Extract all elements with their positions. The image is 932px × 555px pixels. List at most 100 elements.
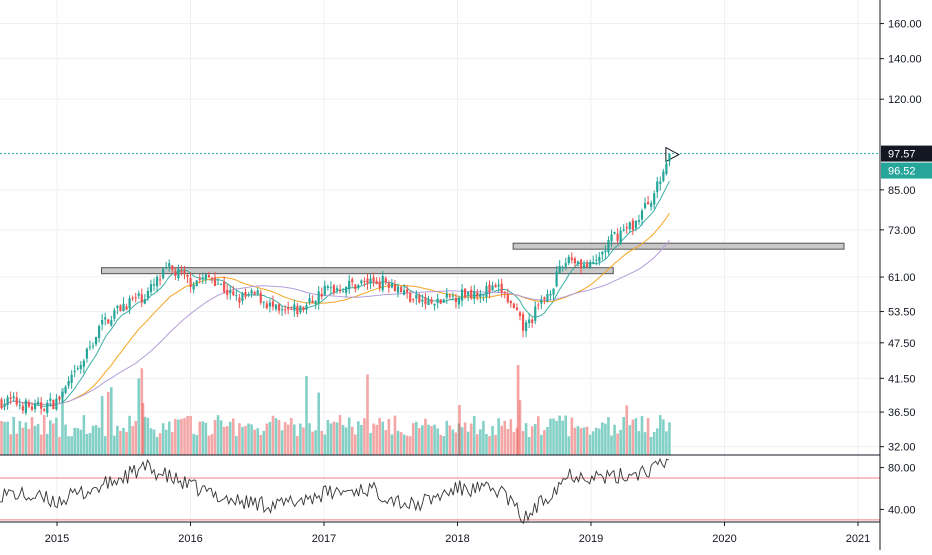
volume-bar (49, 420, 52, 455)
volume-bar (530, 426, 534, 455)
volume-bar (344, 427, 348, 455)
candle-body (640, 210, 644, 220)
candle-body (61, 391, 64, 398)
candle-body (418, 295, 421, 303)
volume-bar (244, 426, 247, 455)
volume-bar (601, 422, 604, 455)
volume-bar (628, 425, 632, 455)
volume-bar (6, 421, 9, 455)
candle-body (256, 290, 259, 294)
candle-body (372, 277, 375, 283)
candle-body (305, 305, 308, 310)
candle-body (448, 295, 451, 297)
candle-body (415, 294, 418, 299)
candle-body (619, 230, 622, 244)
volume-bar (439, 434, 442, 455)
volume-bar (494, 434, 497, 455)
candle-body (549, 294, 552, 296)
candle-body (119, 305, 122, 312)
level-rectangle[interactable] (512, 242, 845, 250)
volume-bar (448, 425, 452, 455)
candle-body (528, 319, 531, 324)
volume-bar (268, 421, 272, 455)
candle-body (247, 294, 250, 296)
volume-bar (436, 428, 439, 455)
volume-bar (116, 425, 119, 455)
volume-bars (0, 365, 671, 455)
volume-bar (171, 432, 174, 455)
price-tick-label: 120.00 (888, 94, 922, 106)
candle-body (348, 280, 351, 290)
candle-body (296, 305, 299, 315)
candle-body (107, 319, 110, 324)
volume-bar (341, 425, 345, 455)
candle-body (268, 302, 271, 307)
ma-mid-line (1, 213, 670, 409)
candlesticks (0, 153, 671, 417)
horizontal-levels[interactable] (101, 242, 845, 275)
candle-body (12, 396, 15, 399)
pointer-triangle (665, 146, 680, 163)
candle-body (427, 299, 430, 305)
candle-body (531, 319, 534, 324)
volume-bar (347, 417, 351, 455)
volume-bar (320, 430, 324, 455)
volume-bar (42, 415, 46, 455)
volume-bar (652, 431, 656, 455)
volume-bar (128, 415, 131, 455)
volume-bar (540, 434, 543, 455)
volume-bar (588, 434, 592, 455)
volume-bar (604, 423, 607, 455)
volume-bar (585, 426, 589, 455)
candle-body (354, 284, 357, 290)
candle-body (177, 269, 180, 279)
candle-body (134, 297, 137, 299)
candle-body (73, 370, 76, 373)
volume-bar (232, 418, 235, 455)
candle-body (332, 285, 336, 293)
volume-bar (204, 422, 208, 455)
candle-body (628, 222, 631, 230)
volume-bar (655, 428, 659, 455)
volume-bar (125, 431, 128, 455)
volume-bar (387, 418, 391, 455)
volume-bar (302, 427, 305, 455)
oscillator-tick-label: 80.00 (888, 463, 916, 475)
last-price-badge (881, 145, 932, 162)
level-rectangle[interactable] (101, 267, 614, 275)
volume-bar (591, 431, 595, 455)
candle-body (6, 397, 9, 406)
candle-body (58, 396, 61, 400)
volume-bar (445, 420, 449, 455)
candle-body (64, 386, 67, 393)
volume-bar (442, 436, 446, 455)
volume-bar (634, 418, 638, 455)
candle-body (570, 257, 573, 260)
candle-body (241, 293, 244, 302)
candle-body (436, 298, 439, 303)
volume-bar (399, 432, 403, 455)
candle-body (271, 301, 275, 307)
volume-bar (134, 420, 137, 455)
volume-bar (94, 425, 98, 455)
candle-body (238, 297, 241, 303)
volume-bar (58, 436, 61, 455)
volume-bar (555, 420, 558, 455)
volume-bar (55, 417, 58, 455)
volume-bar (152, 429, 156, 455)
volume-bar (369, 432, 372, 455)
candle-body (598, 256, 601, 262)
volume-bar (476, 434, 479, 455)
candle-body (323, 285, 326, 296)
volume-bar (579, 428, 583, 455)
candle-body (561, 266, 564, 269)
candle-body (555, 271, 558, 287)
candle-body (393, 284, 397, 291)
candle-body (302, 306, 305, 311)
candle-body (201, 277, 204, 279)
volume-bar (354, 434, 357, 455)
volume-bar (393, 415, 397, 455)
candle-body (622, 229, 625, 231)
candle-body (91, 345, 95, 347)
